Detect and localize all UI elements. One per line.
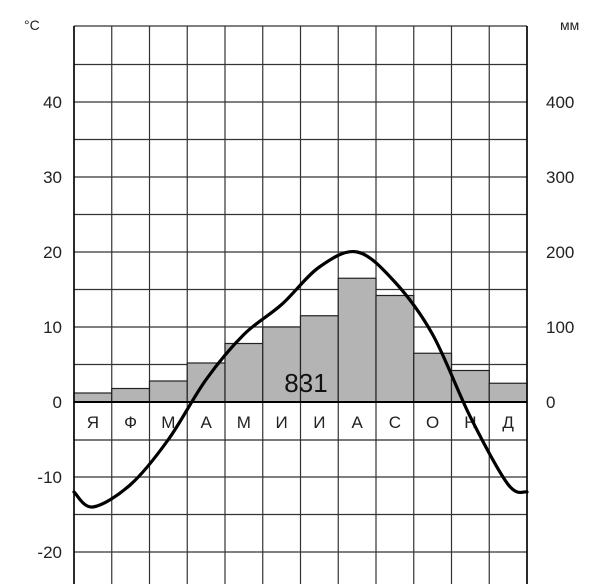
month-label: Н [464, 413, 476, 432]
month-label: А [200, 413, 212, 432]
precipitation-bar [111, 387, 151, 403]
precipitation-bar [262, 326, 302, 403]
left-tick-label: 40 [43, 93, 62, 112]
right-tick-label: 100 [546, 318, 574, 337]
precipitation-bars [73, 277, 528, 403]
temperature-line [72, 249, 529, 509]
left-tick-label: 10 [43, 318, 62, 337]
month-label: А [351, 413, 363, 432]
left-tick-label: -10 [37, 468, 62, 487]
annual-precipitation-total: 831 [284, 368, 327, 398]
right-tick-label: 200 [546, 243, 574, 262]
left-axis-unit: °C [24, 17, 40, 33]
right-tick-label: 400 [546, 93, 574, 112]
left-tick-label: 0 [53, 393, 62, 412]
precipitation-bar [375, 294, 415, 403]
month-label: С [389, 413, 401, 432]
month-label: И [276, 413, 288, 432]
right-axis-ticks: 400 300 200 100 0 [546, 93, 574, 412]
month-label: Д [502, 413, 514, 432]
grid [73, 25, 528, 584]
left-tick-label: -20 [37, 543, 62, 562]
month-label: И [313, 413, 325, 432]
precipitation-bar [488, 382, 528, 403]
precipitation-bar [73, 392, 113, 403]
left-tick-label: 20 [43, 243, 62, 262]
month-label: М [161, 413, 175, 432]
precipitation-bar [337, 277, 377, 403]
right-tick-label: 300 [546, 168, 574, 187]
precipitation-bar [148, 380, 188, 403]
month-label: О [426, 413, 439, 432]
month-label: Я [87, 413, 99, 432]
right-tick-label: 0 [546, 393, 555, 412]
temperature-curve [72, 249, 529, 509]
precipitation-bar [224, 342, 264, 403]
left-axis-ticks: 40 30 20 10 0 -10 -20 [37, 93, 62, 562]
left-tick-label: 30 [43, 168, 62, 187]
right-axis-unit: мм [560, 17, 579, 33]
precipitation-bar [186, 362, 226, 403]
axes [73, 26, 528, 584]
month-label: М [237, 413, 251, 432]
month-label: Ф [124, 413, 137, 432]
